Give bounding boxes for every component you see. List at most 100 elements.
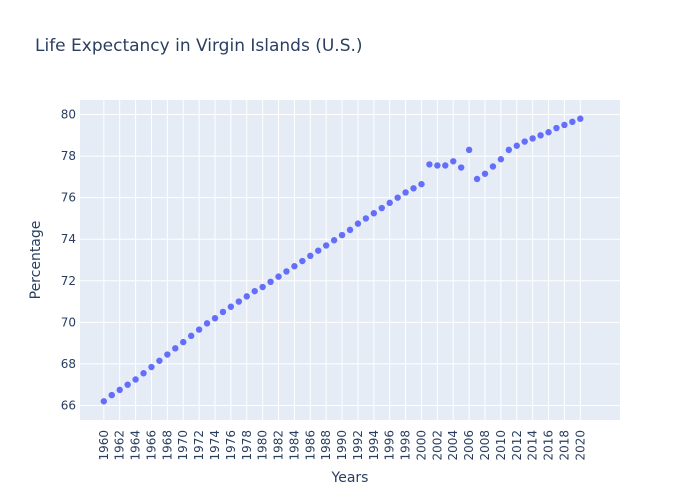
data-point [386, 199, 393, 207]
x-tick-label: 1990 [335, 430, 349, 461]
y-tick-label: 70 [61, 315, 76, 329]
data-point [402, 189, 409, 196]
data-point [434, 162, 441, 169]
data-points [100, 115, 584, 405]
data-point [148, 363, 155, 371]
data-point [251, 287, 258, 295]
x-tick-label: 2000 [414, 430, 428, 461]
data-point [243, 293, 250, 300]
y-tick-label: 76 [61, 191, 76, 205]
y-tick-label: 78 [61, 149, 76, 163]
data-point [100, 398, 108, 405]
data-point [489, 163, 497, 170]
data-point [330, 237, 338, 244]
data-point [227, 303, 235, 310]
data-point [180, 338, 187, 346]
data-point [394, 194, 401, 201]
data-point [418, 180, 425, 188]
data-point [577, 115, 584, 122]
data-point [267, 278, 274, 286]
data-point [362, 215, 370, 222]
data-point [140, 370, 147, 377]
x-tick-label: 1986 [303, 430, 317, 461]
x-tick-label: 2016 [542, 430, 556, 461]
plot-background [80, 100, 620, 420]
data-point [259, 283, 266, 291]
x-tick-label: 1962 [113, 430, 127, 461]
x-tick-label: 2004 [446, 430, 460, 461]
x-tick-label: 1994 [367, 430, 381, 461]
data-point [283, 268, 290, 275]
data-point [299, 257, 306, 265]
data-point [465, 146, 473, 154]
x-tick-label: 1972 [192, 430, 206, 461]
x-tick-label: 1980 [256, 430, 270, 461]
x-tick-label: 2006 [462, 430, 476, 461]
data-point [156, 357, 163, 364]
x-tick-label: 2020 [573, 430, 587, 461]
data-point [172, 345, 179, 352]
data-point [124, 381, 131, 388]
x-tick-label: 1964 [129, 430, 143, 461]
data-point [116, 386, 123, 394]
data-point [315, 247, 322, 254]
data-point [346, 226, 354, 234]
data-point [235, 298, 243, 305]
x-tick-label: 1960 [97, 430, 111, 461]
x-tick-label: 2012 [510, 430, 524, 461]
data-point [370, 210, 378, 217]
data-point [219, 308, 227, 316]
y-tick-label: 72 [61, 274, 76, 288]
data-point [521, 138, 528, 145]
data-point [338, 231, 346, 239]
data-point [275, 273, 282, 280]
data-point [410, 185, 417, 192]
x-tick-label: 1996 [383, 430, 397, 461]
data-point [505, 146, 513, 154]
data-point [291, 263, 298, 270]
y-tick-label: 68 [61, 357, 76, 371]
x-tick-label: 2002 [430, 430, 444, 461]
x-tick-label: 2008 [478, 430, 492, 461]
data-point [481, 170, 489, 177]
x-tick-label: 1966 [144, 430, 158, 461]
y-tick-label: 80 [61, 108, 76, 122]
data-point [497, 156, 505, 163]
x-tick-label: 1974 [208, 430, 222, 461]
grid-lines [80, 100, 620, 420]
data-point [529, 135, 536, 142]
data-point [322, 242, 330, 249]
x-tick-label: 2014 [526, 430, 540, 461]
x-tick-labels: 1960 1962 1964 1966 1968 1970 1972 1974 1976 1978… [97, 430, 587, 461]
x-tick-label: 1976 [224, 430, 238, 461]
data-point [187, 332, 195, 340]
data-point [450, 158, 457, 165]
data-point [211, 314, 219, 322]
x-axis-label: Years [331, 470, 369, 486]
x-tick-label: 1968 [160, 430, 174, 461]
x-tick-label: 1998 [399, 430, 413, 461]
x-tick-label: 1978 [240, 430, 254, 461]
x-tick-label: 1988 [319, 430, 333, 461]
data-point [569, 118, 576, 126]
x-tick-label: 1982 [272, 430, 286, 461]
x-tick-label: 1970 [176, 430, 190, 461]
data-point [195, 326, 203, 333]
data-point [108, 391, 115, 399]
x-tick-label: 2018 [557, 430, 571, 461]
data-point [473, 175, 481, 183]
data-point [164, 351, 171, 358]
y-tick-label: 66 [61, 398, 76, 412]
data-point [354, 220, 362, 227]
data-point [442, 162, 449, 169]
y-axis-label: Percentage [28, 221, 44, 300]
x-tick-label: 2010 [494, 430, 508, 461]
data-point [561, 121, 568, 129]
data-point [545, 129, 552, 136]
data-point [426, 161, 433, 168]
y-tick-labels: 66 68 70 72 74 76 78 80 [61, 108, 76, 413]
data-point [378, 204, 385, 212]
data-point [537, 132, 544, 139]
